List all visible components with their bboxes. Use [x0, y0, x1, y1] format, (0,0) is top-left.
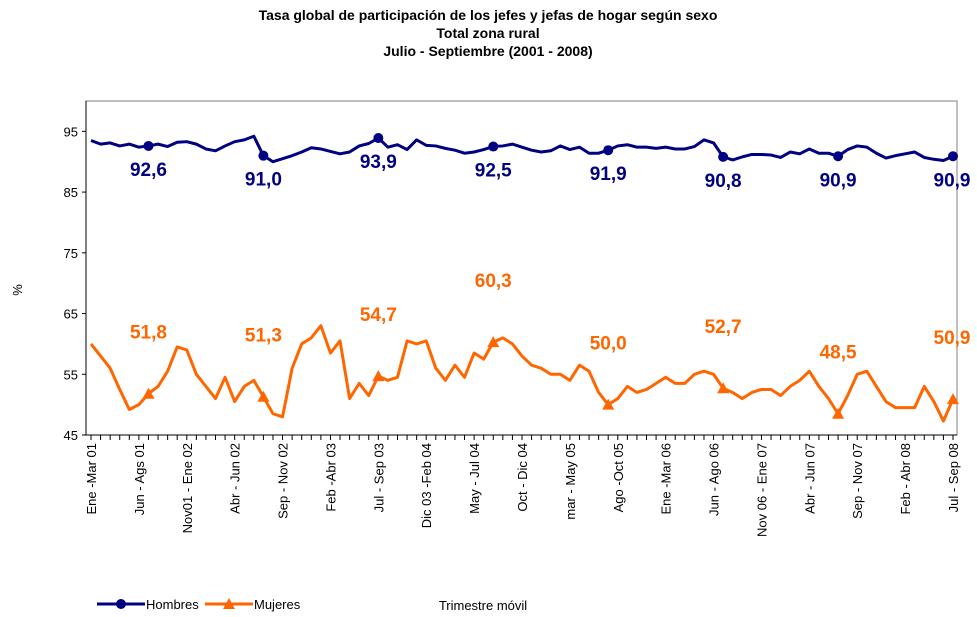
x-tick-label: Abr - Jun 07	[802, 443, 817, 514]
x-axis-label: Trimestre móvil	[439, 598, 527, 613]
y-tick-label: 95	[64, 124, 78, 139]
x-tick-label: May - Jul 04	[467, 443, 482, 514]
x-tick-label: Oct - Dic 04	[515, 443, 530, 512]
chart-subtitle: Total zona rural	[436, 25, 539, 41]
data-label: 90,8	[705, 171, 742, 192]
point-marker	[602, 398, 615, 410]
point-marker	[603, 145, 614, 156]
series-line	[89, 324, 955, 423]
data-label: 54,7	[360, 305, 397, 326]
point-marker	[372, 370, 385, 382]
x-tick-label: Dic 03 -Feb 04	[419, 443, 434, 528]
point-marker	[257, 390, 270, 402]
data-label: 91,9	[590, 164, 627, 185]
x-tick-label: Ago -Oct 05	[611, 443, 626, 512]
x-tick-label: Jun - Ago 06	[707, 443, 722, 516]
point-marker	[223, 598, 235, 609]
x-tick-label: Nov01 - Ene 02	[180, 443, 195, 533]
point-marker	[143, 140, 154, 151]
point-marker	[258, 150, 269, 161]
point-marker	[116, 599, 126, 609]
y-tick-label: 85	[64, 185, 78, 200]
x-tick-label: Sep - Nov 02	[276, 443, 291, 519]
data-label: 90,9	[934, 170, 971, 191]
x-tick-label: Ene -Mar 06	[659, 443, 674, 515]
point-marker	[947, 393, 959, 405]
x-tick-label: Nov 06 - Ene 07	[754, 443, 769, 537]
chart-subtitle: Julio - Septiembre (2001 - 2008)	[383, 43, 592, 59]
data-label: 91,0	[245, 170, 282, 191]
legend-label: Mujeres	[254, 597, 301, 612]
point-marker	[948, 151, 958, 162]
x-tick-label: Abr - Jun 02	[228, 443, 243, 514]
data-label: 50,9	[934, 328, 971, 349]
data-label: 60,3	[475, 271, 512, 292]
x-tick-label: Jul - Sep 08	[946, 443, 961, 512]
point-marker	[373, 133, 384, 144]
point-marker	[487, 336, 500, 348]
y-axis-label: %	[10, 284, 25, 296]
x-tick-label: Jul - Sep 03	[371, 443, 386, 512]
x-tick-label: mar - May 05	[563, 443, 578, 520]
y-tick-label: 75	[64, 246, 78, 261]
y-tick-label: 65	[64, 307, 78, 322]
data-label: 52,7	[705, 317, 742, 338]
chart-title: Tasa global de participación de los jefe…	[259, 7, 718, 23]
x-tick-label: Sep - Nov 07	[850, 443, 865, 519]
data-label: 92,6	[130, 160, 167, 181]
y-tick-label: 45	[64, 428, 78, 443]
series-line	[90, 134, 954, 164]
data-label: 48,5	[820, 343, 857, 364]
data-label: 92,5	[475, 161, 512, 182]
x-tick-label: Jun - Ags 01	[132, 443, 147, 515]
point-marker	[718, 151, 729, 162]
data-label: 93,9	[360, 152, 397, 173]
x-tick-label: Ene -Mar 01	[84, 443, 99, 515]
point-marker	[717, 382, 730, 394]
y-tick-label: 55	[64, 367, 78, 382]
legend-label: Hombres	[146, 597, 199, 612]
data-label: 50,0	[590, 334, 627, 355]
data-label: 90,9	[820, 170, 857, 191]
point-marker	[142, 387, 155, 399]
x-tick-label: Feb -Abr 03	[323, 443, 338, 512]
x-tick-label: Feb - Abr 08	[898, 443, 913, 515]
point-marker	[833, 151, 844, 162]
data-label: 51,8	[130, 323, 167, 344]
point-marker	[488, 141, 499, 152]
point-marker	[832, 407, 845, 419]
data-label: 51,3	[245, 326, 282, 347]
